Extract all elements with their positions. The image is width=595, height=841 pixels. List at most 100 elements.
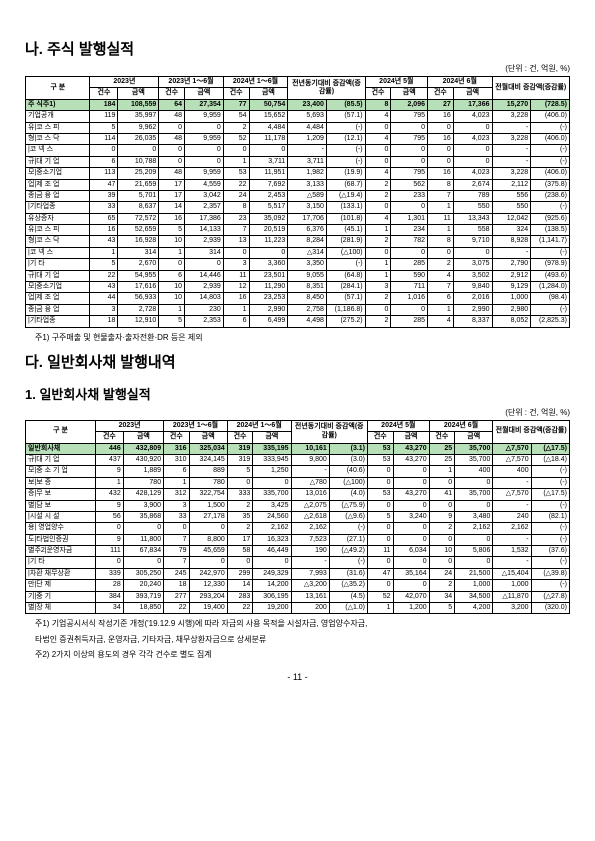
table-row: 형|코 스 닥11426,035489,9595211,1781,209(12.… (26, 133, 570, 144)
row-label: 별|장 체 (26, 603, 96, 614)
row-cell: 35,700 (455, 454, 493, 465)
row-cell: 245 (164, 568, 189, 579)
row-cell: 558 (453, 225, 492, 236)
row-cell: 0 (393, 500, 429, 511)
row-cell: 4,200 (455, 603, 493, 614)
row-cell: 58 (227, 546, 252, 557)
row-cell: 2,670 (118, 259, 159, 270)
row-cell: 35,164 (393, 568, 429, 579)
row-cell: 53 (223, 168, 249, 179)
row-cell: 556 (492, 190, 531, 201)
row-cell: 5 (90, 259, 118, 270)
row-cell: 0 (391, 247, 428, 258)
row-cell: 6,376 (288, 225, 327, 236)
row-cell: (101.8) (326, 213, 365, 224)
row-cell: (△75.9) (329, 500, 367, 511)
row-cell: (-) (531, 304, 570, 315)
row-cell: 0 (393, 523, 429, 534)
row-cell: 15,270 (492, 99, 531, 110)
row-cell: 319 (227, 443, 252, 454)
row-cell: 283 (227, 591, 252, 602)
row-cell: 7 (428, 190, 454, 201)
row-cell: 10 (159, 293, 185, 304)
row-cell: (2,825.3) (531, 316, 570, 327)
row-cell: (493.6) (531, 270, 570, 281)
row-cell: 16 (159, 213, 185, 224)
row-cell: 11,951 (249, 168, 288, 179)
row-cell: 0 (227, 477, 252, 488)
row-label: 유상증자 (26, 213, 90, 224)
row-cell: 10,788 (118, 156, 159, 167)
section1-note: 주1) 구주매출 및 현물출자·출자전환·DR 등은 제외 (35, 332, 570, 343)
table-row: |코 넥 스1314131400△314(△100)0000-(-) (26, 247, 570, 258)
row-label: 형|코 스 닥 (26, 133, 90, 144)
h-amt: 금액 (453, 88, 492, 99)
row-cell: 2,939 (185, 282, 224, 293)
row-cell: - (288, 145, 327, 156)
row-cell: 67,834 (123, 546, 163, 557)
row-cell: (△18.4) (531, 454, 569, 465)
row-cell: 4,484 (288, 122, 327, 133)
table-row: 용| 영업양수000022,1622,162(-)0022,1622,162(-… (26, 523, 570, 534)
row-cell: 0 (365, 145, 391, 156)
row-label: 증|무 보 (26, 489, 96, 500)
row-cell: 1 (429, 466, 454, 477)
row-cell: 48 (159, 168, 185, 179)
h-m6: 2024년 6월 (428, 77, 493, 88)
table-row: |코 넥 스000000-(-)0000-(-) (26, 145, 570, 156)
h-2023h1: 2023년 1～6월 (159, 77, 223, 88)
table-row: 주 식주1)184108,5596427,3547750,75423,400(8… (26, 99, 570, 110)
row-cell: 190 (291, 546, 329, 557)
row-cell: 4,023 (453, 133, 492, 144)
row-cell: 795 (391, 111, 428, 122)
row-cell: 0 (185, 145, 224, 156)
row-cell: 27,354 (185, 99, 224, 110)
row-cell: 1,982 (288, 168, 327, 179)
row-cell: 18 (164, 580, 189, 591)
table-row: |기타업종338,637142,35785,5173,150(133.1)001… (26, 202, 570, 213)
row-cell: 33 (90, 202, 118, 213)
row-cell: (1,141.7) (531, 236, 570, 247)
row-cell: 52,659 (118, 225, 159, 236)
row-cell: 5 (368, 511, 393, 522)
row-cell: 0 (249, 145, 288, 156)
row-cell: 335,195 (253, 443, 291, 454)
row-cell: 0 (189, 557, 227, 568)
row-cell: 2 (365, 293, 391, 304)
row-cell: 0 (159, 259, 185, 270)
row-cell: (-) (326, 122, 365, 133)
row-cell: 0 (223, 145, 249, 156)
row-cell: 27 (428, 99, 454, 110)
row-cell: 249,329 (253, 568, 291, 579)
row-cell: △589 (288, 190, 327, 201)
row-cell: 46,449 (253, 546, 291, 557)
table-row: 증|무 보432428,129312322,754333335,70013,01… (26, 489, 570, 500)
h-m6: 2024년 6월 (429, 420, 493, 431)
row-cell: 1,500 (189, 500, 227, 511)
row-cell: 16 (428, 133, 454, 144)
row-cell: (-) (531, 156, 570, 167)
row-label: 형|코 스 닥 (26, 236, 90, 247)
row-cell: 53 (368, 454, 393, 465)
row-label: 모|중소기업 (26, 168, 90, 179)
row-cell: 9 (96, 500, 124, 511)
row-cell: 43,270 (393, 489, 429, 500)
table-row: 별주2|운영자금11167,8347945,6595846,449190(△49… (26, 546, 570, 557)
row-cell: 1,016 (391, 293, 428, 304)
row-cell: 0 (455, 477, 493, 488)
row-cell: 2 (429, 580, 454, 591)
row-cell: 0 (253, 557, 291, 568)
row-cell: (-) (531, 145, 570, 156)
row-cell: 2,939 (185, 236, 224, 247)
row-cell: (-) (531, 202, 570, 213)
row-cell: (△1.0) (329, 603, 367, 614)
row-cell: 10 (159, 236, 185, 247)
row-cell: 6 (90, 156, 118, 167)
row-cell: 25,209 (118, 168, 159, 179)
h-cnt: 건수 (96, 432, 124, 443)
row-cell: 9,959 (185, 111, 224, 122)
h-amt: 금액 (391, 88, 428, 99)
row-cell: 8,637 (118, 202, 159, 213)
row-cell: (-) (531, 534, 569, 545)
page-number: - 11 - (25, 672, 570, 682)
